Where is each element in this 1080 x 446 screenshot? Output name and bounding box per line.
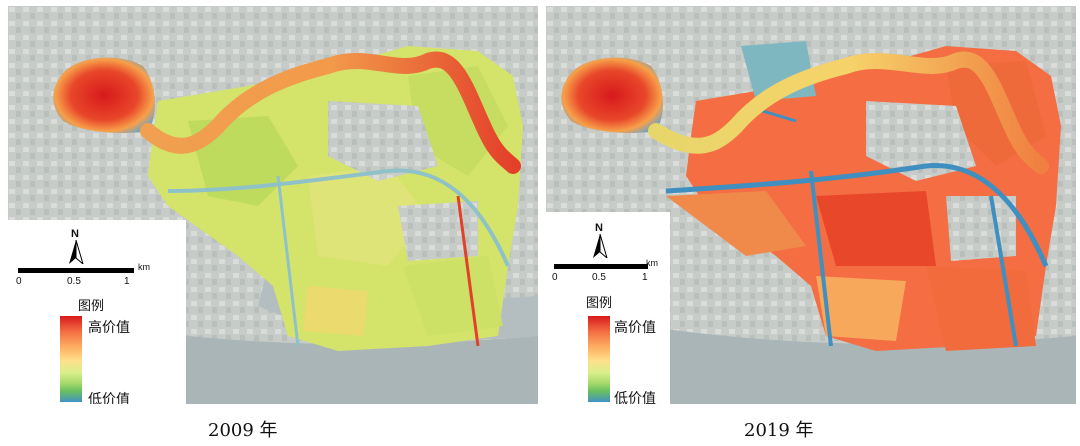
scale-tick-0: 0 — [552, 272, 558, 283]
urban-center — [866, 101, 976, 181]
canal-1 — [665, 163, 1049, 267]
legend-low-label: 低价值 — [614, 390, 656, 404]
zone-green-ne — [408, 66, 508, 176]
zone-yellow — [308, 166, 428, 266]
scale-tick-half: 0.5 — [592, 272, 606, 283]
legend-high-label: 高价值 — [88, 319, 130, 335]
legend-color-ramp — [60, 316, 82, 402]
north-label: N — [595, 222, 603, 234]
north-label: N — [71, 228, 79, 240]
scale-tick-0: 0 — [16, 276, 22, 287]
lake-high-value — [53, 57, 155, 133]
zone-se — [403, 256, 503, 336]
scale-bar — [554, 264, 648, 269]
scale-unit: km — [646, 258, 658, 268]
canal-1 — [167, 168, 510, 267]
caption-2009: 2009 年 — [208, 420, 278, 441]
urban-center — [328, 101, 438, 181]
map-panel-2019: N 0 0.5 1 km 图例 高价值 低价值 — [546, 6, 1076, 404]
canal-2 — [276, 175, 300, 347]
lake-high-value — [561, 57, 663, 133]
north-arrow: N — [592, 222, 608, 258]
zone-center-red — [816, 191, 936, 266]
canal-2 — [809, 170, 833, 347]
urban-east — [946, 196, 1016, 261]
map-panel-2009: N 0 0.5 1 km 图例 高价值 低价值 — [8, 6, 538, 404]
legend-title: 图例 — [78, 298, 105, 313]
scale-unit: km — [138, 262, 150, 272]
zone-se — [926, 266, 1036, 351]
north-arrow: N — [68, 228, 84, 264]
urban-east — [398, 201, 478, 261]
north-arrow-icon — [593, 234, 608, 258]
scale-tick-1: 1 — [642, 272, 648, 283]
canal-3 — [989, 195, 1018, 347]
river-highlight — [140, 51, 521, 174]
legend-color-ramp — [588, 316, 610, 402]
scale-tick-1: 1 — [124, 276, 130, 287]
canal-red — [456, 195, 480, 347]
zone-west — [666, 191, 806, 256]
scale-bar — [18, 268, 134, 273]
river-highlight — [648, 51, 1049, 174]
scale-tick-half: 0.5 — [67, 276, 81, 287]
legend-high-label: 高价值 — [614, 319, 656, 335]
zone-orange-patch — [303, 286, 368, 336]
north-arrow-icon — [69, 240, 84, 264]
pearl-river — [546, 306, 1076, 404]
legend-title: 图例 — [586, 295, 613, 310]
caption-2019: 2019 年 — [744, 420, 814, 441]
map-canvas-2009 — [8, 6, 538, 404]
legend-panel: N 0 0.5 1 km 图例 高价值 低价值 — [546, 212, 670, 404]
legend-low-label: 低价值 — [88, 391, 130, 404]
legend-panel: N 0 0.5 1 km 图例 高价值 低价值 — [8, 220, 186, 404]
zone-s — [816, 276, 906, 341]
